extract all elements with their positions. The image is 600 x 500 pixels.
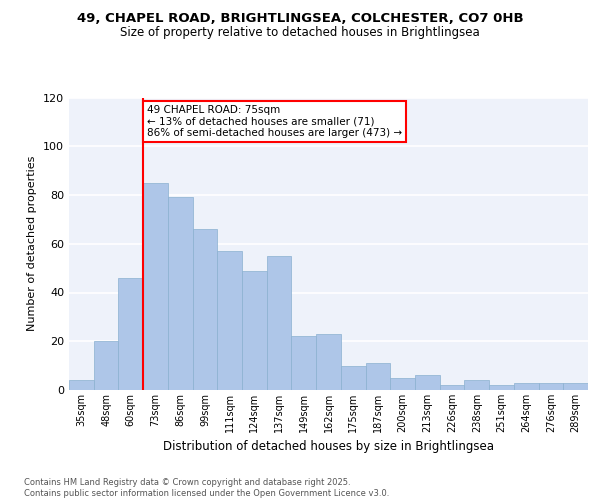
Bar — [489, 385, 514, 390]
Bar — [69, 380, 94, 390]
Bar — [292, 336, 316, 390]
Bar — [539, 382, 563, 390]
Text: 49 CHAPEL ROAD: 75sqm
← 13% of detached houses are smaller (71)
86% of semi-deta: 49 CHAPEL ROAD: 75sqm ← 13% of detached … — [147, 105, 402, 138]
Text: Contains HM Land Registry data © Crown copyright and database right 2025.
Contai: Contains HM Land Registry data © Crown c… — [24, 478, 389, 498]
Y-axis label: Number of detached properties: Number of detached properties — [28, 156, 37, 332]
Bar — [242, 270, 267, 390]
Bar — [316, 334, 341, 390]
Bar — [415, 376, 440, 390]
Bar — [94, 341, 118, 390]
Bar — [464, 380, 489, 390]
Bar — [365, 363, 390, 390]
Text: 49, CHAPEL ROAD, BRIGHTLINGSEA, COLCHESTER, CO7 0HB: 49, CHAPEL ROAD, BRIGHTLINGSEA, COLCHEST… — [77, 12, 523, 26]
X-axis label: Distribution of detached houses by size in Brightlingsea: Distribution of detached houses by size … — [163, 440, 494, 454]
Bar — [514, 382, 539, 390]
Text: Size of property relative to detached houses in Brightlingsea: Size of property relative to detached ho… — [120, 26, 480, 39]
Bar — [390, 378, 415, 390]
Bar — [440, 385, 464, 390]
Bar — [341, 366, 365, 390]
Bar — [118, 278, 143, 390]
Bar — [563, 382, 588, 390]
Bar — [193, 229, 217, 390]
Bar — [217, 251, 242, 390]
Bar — [143, 183, 168, 390]
Bar — [168, 198, 193, 390]
Bar — [267, 256, 292, 390]
